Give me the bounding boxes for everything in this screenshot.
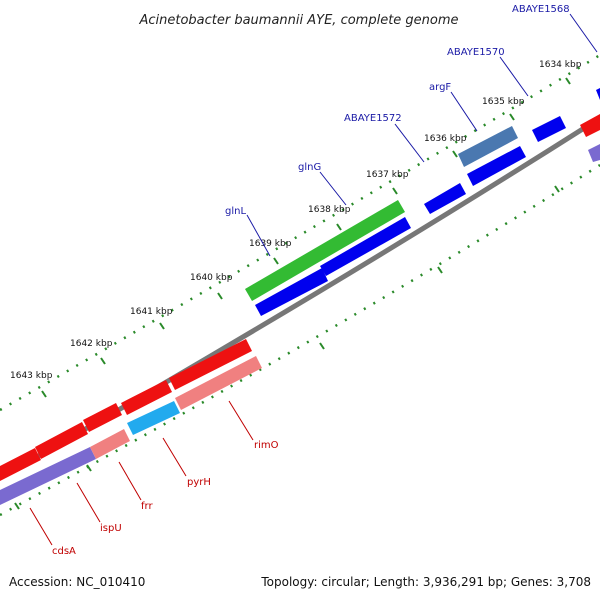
summary-text: Topology: circular; Length: 3,936,291 bp… (260, 575, 591, 589)
accession-text: Accession: NC_010410 (9, 575, 145, 589)
gene-argF[interactable] (458, 126, 518, 167)
forward-gene-labels: glnL glnG ABAYE1572 argF ABAYE1570 ABAYE… (225, 4, 598, 257)
inner-tick-ring (0, 163, 600, 517)
forward-strand (245, 88, 600, 316)
gene-ispU[interactable] (83, 403, 122, 432)
kbp-label: 1640 kbp (190, 273, 233, 283)
kbp-label: 1642 kbp (70, 339, 113, 349)
gene-red-mid[interactable] (121, 380, 172, 415)
gene-ABAYE1570[interactable] (532, 116, 566, 142)
kbp-label: 1641 kbp (130, 307, 173, 317)
gene-red-left[interactable] (0, 448, 41, 481)
kbp-label: 1637 kbp (366, 170, 409, 180)
gene-label-glnL[interactable]: glnL (225, 206, 246, 217)
outer-tick-ring (0, 53, 600, 412)
gene-label-pyrH[interactable]: pyrH (187, 477, 211, 488)
kbp-label: 1639 kbp (249, 239, 292, 249)
gene-label-cdsA[interactable]: cdsA (52, 546, 76, 557)
gene-right-purple[interactable] (588, 144, 600, 162)
kbp-label: 1643 kbp (10, 371, 53, 381)
kbp-label: 1635 kbp (482, 97, 525, 107)
gene-right-red[interactable] (580, 114, 600, 137)
reverse-gene-labels: cdsA ispU frr pyrH rimO (29, 400, 279, 557)
gene-glnG[interactable] (320, 217, 411, 276)
gene-label-ispU[interactable]: ispU (100, 523, 122, 534)
kbp-label: 1634 kbp (539, 60, 582, 70)
map-title: Acinetobacter baumannii AYE, complete ge… (138, 13, 458, 28)
gene-ABAYE1572[interactable] (424, 183, 466, 214)
gene-label-ABAYE1572[interactable]: ABAYE1572 (344, 113, 402, 124)
gene-label-glnG[interactable]: glnG (298, 162, 321, 173)
gene-label-ABAYE1570[interactable]: ABAYE1570 (447, 47, 505, 58)
gene-glnL[interactable] (245, 200, 405, 301)
gene-pyrH[interactable] (127, 401, 180, 435)
gene-label-rimO[interactable]: rimO (254, 440, 279, 451)
gene-label-frr[interactable]: frr (141, 501, 153, 512)
gene-purple-band[interactable] (0, 447, 96, 505)
gene-label-argF[interactable]: argF (429, 82, 451, 93)
gene-cdsA[interactable] (35, 422, 88, 459)
kbp-label: 1638 kbp (308, 205, 351, 215)
kbp-labels: 1634 kbp 1635 kbp 1636 kbp 1637 kbp 1638… (10, 60, 582, 381)
reverse-strand (0, 339, 262, 505)
gene-red-long[interactable] (169, 339, 252, 390)
gene-frr[interactable] (90, 429, 130, 459)
gene-rimO[interactable] (175, 356, 262, 410)
gene-ABAYE1568[interactable] (596, 88, 600, 100)
gene-glnL-b[interactable] (255, 268, 328, 316)
gene-label-ABAYE1568[interactable]: ABAYE1568 (512, 4, 570, 15)
kbp-label: 1636 kbp (424, 134, 467, 144)
gene-ABAYE1572-b[interactable] (467, 146, 526, 186)
